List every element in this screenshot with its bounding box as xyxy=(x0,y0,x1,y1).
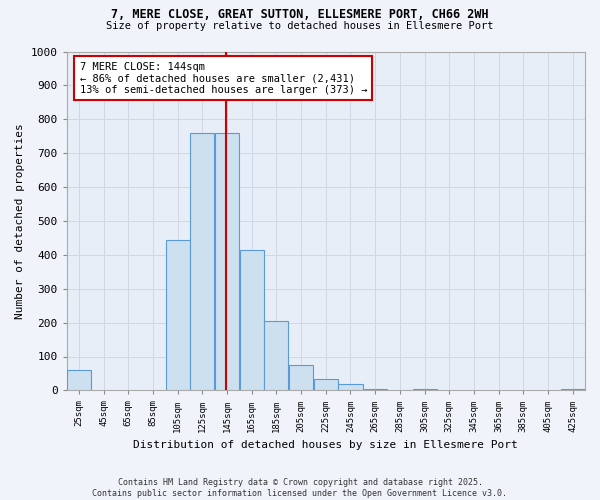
Bar xyxy=(289,365,313,390)
Bar xyxy=(67,370,91,390)
Text: 7 MERE CLOSE: 144sqm
← 86% of detached houses are smaller (2,431)
13% of semi-de: 7 MERE CLOSE: 144sqm ← 86% of detached h… xyxy=(80,62,367,95)
Text: 7, MERE CLOSE, GREAT SUTTON, ELLESMERE PORT, CH66 2WH: 7, MERE CLOSE, GREAT SUTTON, ELLESMERE P… xyxy=(111,8,489,20)
Y-axis label: Number of detached properties: Number of detached properties xyxy=(15,123,25,319)
Bar xyxy=(190,133,214,390)
Bar xyxy=(239,250,264,390)
Bar xyxy=(338,384,362,390)
Text: Contains HM Land Registry data © Crown copyright and database right 2025.
Contai: Contains HM Land Registry data © Crown c… xyxy=(92,478,508,498)
Bar xyxy=(363,388,387,390)
Bar xyxy=(265,321,289,390)
Bar xyxy=(166,240,190,390)
X-axis label: Distribution of detached houses by size in Ellesmere Port: Distribution of detached houses by size … xyxy=(133,440,518,450)
Bar xyxy=(215,133,239,390)
Text: Size of property relative to detached houses in Ellesmere Port: Size of property relative to detached ho… xyxy=(106,21,494,31)
Bar xyxy=(413,388,437,390)
Bar xyxy=(314,378,338,390)
Bar xyxy=(560,388,584,390)
